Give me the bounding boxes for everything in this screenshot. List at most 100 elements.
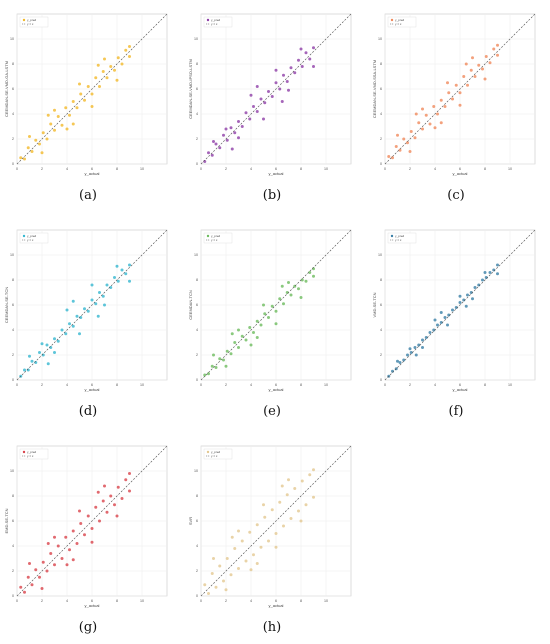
x-tick-label: 6 — [275, 383, 277, 387]
data-point — [270, 304, 274, 308]
x-tick-label: 0 — [200, 167, 202, 171]
data-point — [249, 93, 253, 97]
data-point — [109, 286, 113, 289]
data-point — [65, 563, 69, 567]
panel-label-b: (b) — [262, 188, 282, 203]
data-point — [26, 575, 30, 579]
x-tick-label: 4 — [250, 599, 252, 603]
data-point — [19, 156, 23, 160]
data-point — [255, 336, 259, 339]
data-point — [496, 272, 499, 276]
panel-label-d: (d) — [78, 404, 98, 419]
data-point — [433, 318, 437, 322]
data-point — [41, 560, 45, 564]
data-point — [113, 276, 116, 279]
data-point — [101, 294, 105, 298]
y-tick-label: 8 — [196, 62, 198, 66]
x-tick-label: 2 — [409, 383, 411, 387]
data-point — [94, 76, 98, 80]
legend-marker-pred — [206, 450, 210, 454]
y-tick-label: 4 — [380, 328, 382, 332]
data-point — [65, 308, 69, 312]
data-point — [484, 55, 488, 58]
data-point — [203, 583, 207, 587]
data-point — [297, 58, 300, 62]
data-point — [212, 353, 215, 357]
x-tick-label: 8 — [484, 167, 486, 171]
data-point — [116, 56, 120, 60]
data-point — [492, 47, 496, 51]
x-tick-label: 10 — [508, 167, 512, 171]
data-point — [86, 85, 90, 88]
panel-f: 0 2 4 6 8 10 0 2 4 6 8 10 y_actual VMD-SE-TCN y_pred y … — [371, 222, 541, 426]
data-point — [414, 112, 418, 116]
x-tick-label: 8 — [484, 383, 486, 387]
data-point — [240, 125, 244, 128]
data-point — [237, 328, 240, 332]
data-point — [30, 150, 34, 153]
y-axis-label: CEEMDAN-SE-VMD-SSA-LSTM — [372, 60, 377, 118]
data-point — [96, 490, 100, 494]
data-point — [299, 519, 303, 523]
legend-box — [203, 448, 233, 460]
data-point — [225, 138, 229, 142]
data-point — [218, 357, 222, 361]
data-point — [210, 572, 214, 575]
data-point — [439, 321, 443, 324]
y-tick-label: 6 — [12, 87, 14, 91]
data-point — [46, 113, 50, 117]
data-point — [496, 53, 499, 57]
data-point — [40, 342, 44, 346]
data-point — [289, 517, 293, 520]
data-point — [262, 303, 265, 307]
data-point — [86, 309, 90, 313]
y-axis-label: CEEMDAN-SE-VMD-GA-LSTM — [4, 61, 9, 117]
data-point — [19, 585, 23, 589]
y-axis-label: CEEMDAN-SE-VMD-IPSO-LSTM — [188, 59, 193, 119]
data-point — [481, 67, 484, 71]
data-point — [224, 127, 228, 131]
x-axis-label: y_actual — [453, 171, 468, 176]
data-point — [40, 151, 44, 155]
data-point — [237, 529, 240, 533]
data-point — [120, 62, 124, 66]
data-point — [79, 522, 83, 525]
data-point — [210, 153, 214, 157]
legend-box — [387, 232, 417, 244]
data-point — [53, 535, 56, 539]
scatter-plot-e: 0 2 4 6 8 10 0 2 4 6 8 10 y_actual CEEMDAN-TCN y_predy… — [188, 229, 352, 392]
data-point — [249, 568, 253, 572]
data-point — [45, 343, 49, 347]
data-point — [451, 308, 454, 312]
data-point — [391, 156, 394, 160]
data-point — [287, 281, 290, 284]
data-point — [90, 527, 94, 530]
data-point — [28, 135, 31, 138]
y-tick-label: 6 — [380, 87, 382, 91]
data-point — [443, 316, 447, 319]
data-point — [210, 364, 214, 368]
data-point — [128, 472, 131, 475]
y-axis-label: VMD-SE-TCN — [372, 292, 377, 317]
y-tick-label: 4 — [196, 112, 198, 116]
data-point — [225, 349, 229, 353]
data-point — [446, 81, 449, 85]
data-point — [293, 71, 297, 75]
x-axis-label: y_actual — [85, 603, 100, 608]
data-point — [473, 286, 477, 289]
legend-marker-pred — [22, 18, 26, 22]
data-point — [207, 151, 210, 155]
y-tick-label: 10 — [10, 253, 14, 257]
data-point — [280, 284, 284, 288]
data-point — [255, 110, 259, 113]
legend-label-pred: y_pred — [395, 234, 405, 238]
data-point — [64, 106, 68, 110]
data-point — [432, 328, 436, 332]
data-point — [124, 478, 128, 482]
data-point — [38, 142, 41, 146]
data-point — [38, 575, 41, 579]
data-point — [23, 157, 26, 161]
y-tick-label: 0 — [196, 378, 198, 382]
reference-line — [16, 13, 168, 165]
